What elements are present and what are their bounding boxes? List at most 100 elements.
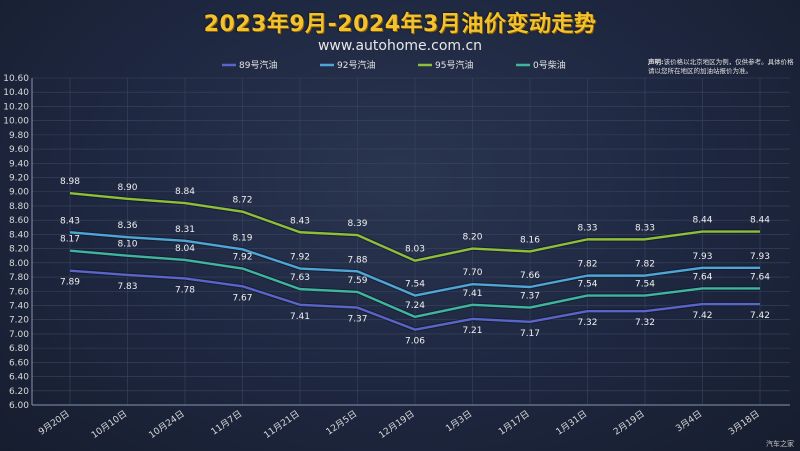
data-label: 8.17 [60, 235, 80, 245]
data-label: 7.42 [750, 311, 770, 321]
data-label: 8.33 [577, 223, 597, 233]
data-label: 8.98 [60, 177, 80, 187]
y-tick-label: 6.60 [9, 358, 29, 368]
data-label: 7.06 [405, 337, 425, 347]
data-label: 8.39 [347, 219, 367, 229]
x-tick-label: 3月18日 [727, 408, 762, 437]
y-tick-label: 7.60 [9, 287, 29, 297]
chart-subtitle: www.autohome.com.cn [317, 38, 483, 54]
y-tick-label: 8.80 [9, 202, 29, 212]
series-line [69, 249, 760, 319]
y-tick-label: 6.80 [9, 344, 29, 354]
data-label: 7.67 [232, 293, 252, 303]
y-tick-label: 6.20 [9, 387, 29, 397]
legend-label: 92号汽油 [337, 59, 375, 71]
data-label: 7.42 [692, 311, 712, 321]
y-tick-label: 9.80 [9, 131, 29, 141]
data-label: 8.43 [60, 216, 80, 226]
data-label: 7.93 [750, 252, 770, 262]
x-tick-label: 10月24日 [147, 408, 187, 440]
data-label: 7.59 [347, 276, 367, 286]
data-label: 7.41 [290, 312, 310, 322]
data-label: 8.84 [175, 187, 195, 197]
x-tick-label: 10月10日 [89, 408, 129, 440]
data-label: 7.37 [520, 292, 540, 302]
y-tick-label: 8.60 [9, 216, 29, 226]
series-line [69, 269, 760, 331]
data-label: 7.54 [635, 280, 655, 290]
disclaimer-label: 声明: [648, 58, 664, 66]
x-tick-label: 1月3日 [444, 408, 474, 434]
data-label: 8.19 [232, 233, 252, 243]
data-label: 7.66 [520, 271, 540, 281]
y-tick-label: 8.00 [9, 259, 29, 269]
chart-title: 2023年9月-2024年3月油价变动走势 [203, 12, 597, 37]
data-label: 7.24 [405, 301, 425, 311]
x-tick-label: 11月21日 [262, 408, 302, 440]
data-label: 8.44 [750, 216, 770, 226]
y-tick-label: 7.20 [9, 316, 29, 326]
data-label: 7.88 [347, 255, 367, 265]
y-tick-label: 9.60 [9, 145, 29, 155]
series-line [69, 191, 760, 262]
y-tick-label: 9.40 [9, 159, 29, 169]
legend-label: 95号汽油 [435, 59, 473, 71]
data-label: 8.16 [520, 235, 540, 245]
y-tick-label: 8.40 [9, 230, 29, 240]
data-label: 7.32 [577, 318, 597, 328]
data-label: 8.44 [692, 216, 712, 226]
data-label: 7.63 [290, 273, 310, 283]
y-tick-label: 9.20 [9, 174, 29, 184]
data-label: 7.70 [462, 268, 482, 278]
data-label: 7.64 [750, 272, 770, 282]
data-label: 7.89 [60, 278, 80, 288]
series-line [69, 231, 760, 297]
disclaimer-text: 该价格以北京地区为例，仅供参考。具体价格请以您所在地区的加油站报价为准。 [648, 58, 794, 75]
data-label: 7.41 [462, 289, 482, 299]
y-tick-label: 9.00 [9, 188, 29, 198]
x-tick-label: 1月17日 [497, 408, 532, 437]
data-label: 8.90 [117, 183, 137, 193]
legend-label: 0号柴油 [533, 59, 566, 71]
data-label: 7.37 [347, 315, 367, 325]
data-label: 8.36 [117, 221, 137, 231]
data-label: 7.82 [577, 260, 597, 270]
y-tick-label: 7.40 [9, 301, 29, 311]
data-label: 7.83 [117, 282, 137, 292]
y-tick-label: 10.40 [3, 88, 29, 98]
data-label: 8.03 [405, 245, 425, 255]
data-label: 8.31 [175, 225, 195, 235]
x-tick-label: 11月7日 [209, 408, 244, 437]
data-label: 7.17 [520, 329, 540, 339]
y-tick-label: 6.00 [9, 401, 29, 411]
data-label: 7.32 [635, 318, 655, 328]
data-label: 8.43 [290, 216, 310, 226]
data-label: 8.10 [117, 240, 137, 250]
data-label: 7.93 [692, 252, 712, 262]
data-label: 8.33 [635, 223, 655, 233]
legend-label: 89号汽油 [239, 59, 277, 71]
y-tick-label: 7.80 [9, 273, 29, 283]
x-tick-label: 9月20日 [37, 408, 72, 437]
x-tick-label: 2月19日 [612, 408, 647, 437]
y-tick-label: 8.20 [9, 245, 29, 255]
data-label: 7.54 [405, 280, 425, 290]
data-label: 7.92 [290, 253, 310, 263]
y-tick-label: 10.00 [3, 117, 29, 127]
watermark: 汽车之家 [766, 440, 794, 448]
y-tick-label: 10.60 [3, 74, 29, 84]
data-label: 8.04 [175, 244, 195, 254]
data-label: 7.82 [635, 260, 655, 270]
x-tick-label: 12月5日 [324, 408, 359, 437]
data-label: 7.21 [462, 326, 482, 336]
data-label: 8.72 [232, 196, 252, 206]
x-tick-label: 3月4日 [674, 408, 704, 434]
data-label: 7.78 [175, 285, 195, 295]
data-label: 7.92 [232, 253, 252, 263]
x-tick-label: 1月31日 [554, 408, 589, 437]
y-tick-label: 6.40 [9, 373, 29, 383]
x-tick-label: 12月19日 [377, 408, 417, 440]
y-tick-label: 10.20 [3, 102, 29, 112]
